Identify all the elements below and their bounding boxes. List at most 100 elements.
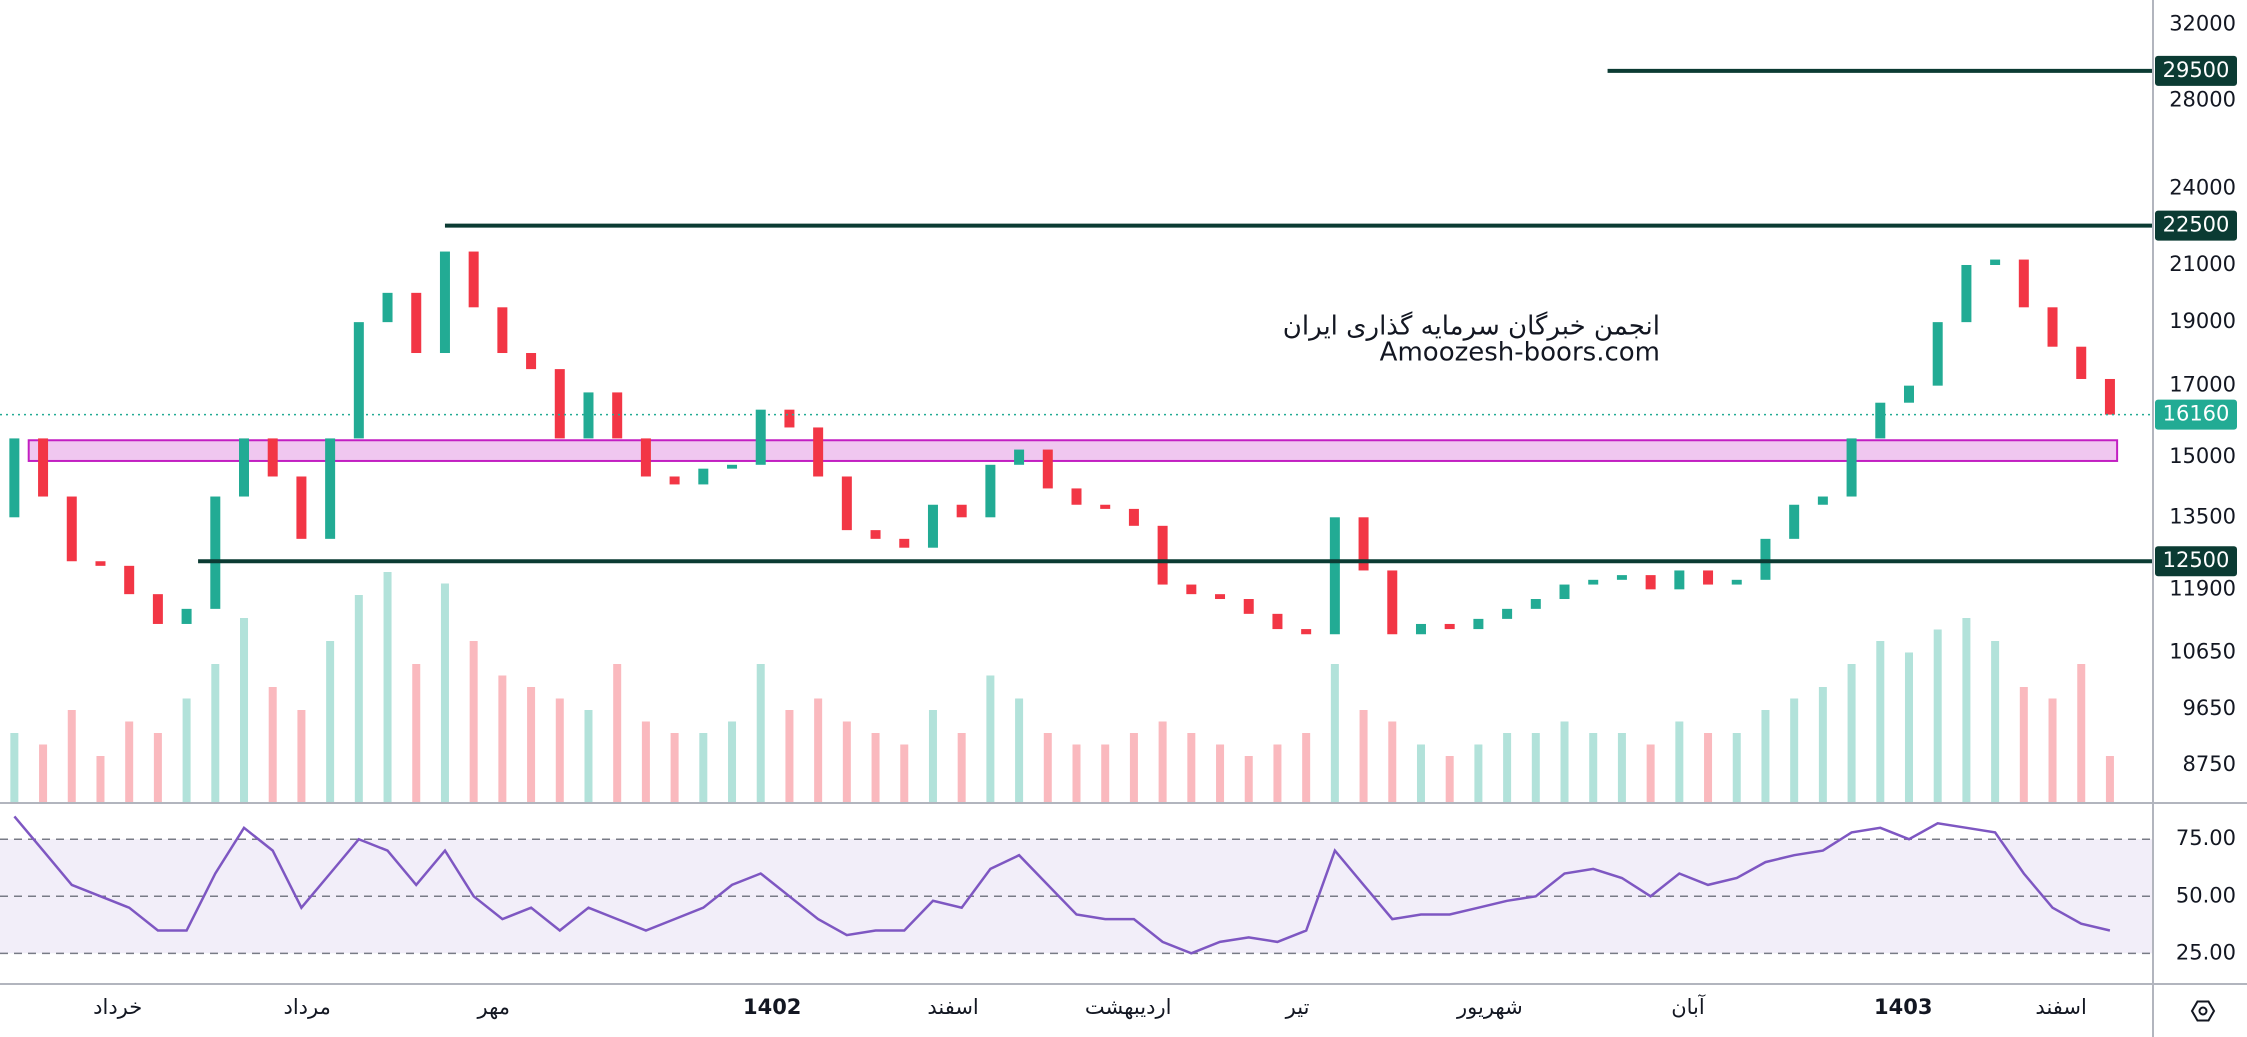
candle-body — [382, 292, 393, 323]
candle-body — [1272, 613, 1283, 630]
settings-hex[interactable] — [2190, 1000, 2216, 1022]
candle-body — [181, 608, 192, 624]
last-price-label: 16160 — [2163, 402, 2230, 426]
candle-body — [1846, 438, 1857, 497]
volume-bar — [67, 710, 76, 802]
candle-body — [66, 496, 77, 562]
y-tick-label: 28000 — [2169, 88, 2236, 112]
volume-bar — [354, 595, 363, 802]
candle-body — [2076, 346, 2087, 379]
x-tick-label: 1403 — [1874, 995, 1932, 1019]
volume-bar — [1646, 744, 1655, 802]
volume-bar — [1617, 733, 1626, 802]
candle-body — [325, 438, 336, 539]
volume-bar — [1503, 733, 1512, 802]
settings-icon[interactable] — [2190, 1000, 2216, 1022]
x-tick-label: تیر — [1285, 995, 1310, 1019]
rsi-tick-label: 50.00 — [2176, 883, 2236, 907]
candle-body — [1387, 570, 1398, 635]
candle-body — [669, 476, 680, 485]
y-tick-label: 19000 — [2169, 309, 2236, 333]
candle-body — [210, 496, 221, 609]
candle-body — [1789, 504, 1800, 539]
x-tick-label: خرداد — [93, 995, 142, 1019]
volume-bar — [1416, 744, 1425, 802]
candle-body — [9, 438, 20, 518]
x-tick-label: آبان — [1671, 994, 1706, 1019]
candle-body — [468, 251, 479, 308]
volume-bar — [1359, 710, 1368, 802]
candle-body — [353, 322, 364, 439]
candle-body — [1674, 570, 1685, 590]
candle-body — [841, 476, 852, 531]
candle-body — [1042, 449, 1053, 489]
y-tick-label: 9650 — [2183, 696, 2236, 720]
volume-bar — [96, 756, 105, 802]
volume-bar — [527, 687, 536, 802]
volume-bar — [1072, 744, 1081, 802]
candle-body — [526, 353, 537, 370]
candle-body — [1703, 570, 1714, 585]
candle-body — [1186, 584, 1197, 595]
candle-body — [612, 392, 623, 439]
settings-dot[interactable] — [2198, 1006, 2208, 1016]
candle-body — [95, 561, 106, 566]
volume-bar — [1330, 664, 1339, 802]
volume-bar — [182, 698, 191, 802]
candle-body — [1559, 584, 1570, 600]
volume-bar — [613, 664, 622, 802]
volume-bar — [900, 744, 909, 802]
volume-bar — [2019, 687, 2028, 802]
volume-bar — [1158, 721, 1167, 802]
candle-body — [1502, 608, 1513, 619]
candle-body — [1071, 488, 1082, 505]
volume-bar — [1531, 733, 1540, 802]
candle-body — [152, 594, 163, 624]
candle-body — [124, 565, 135, 595]
level-label: 29500 — [2163, 58, 2230, 82]
candle-body — [640, 438, 651, 477]
last-price-box — [2155, 399, 2237, 430]
candle-body — [1903, 385, 1914, 403]
volume-bar — [871, 733, 880, 802]
candle-body — [1817, 496, 1828, 505]
volume-bar — [498, 675, 507, 802]
candle-body — [1875, 402, 1886, 439]
y-tick-label: 15000 — [2169, 444, 2236, 468]
volume-bar — [2105, 756, 2114, 802]
y-tick-label: 11900 — [2169, 576, 2236, 600]
rsi-line — [13, 815, 2111, 955]
x-tick-label: مهر — [476, 995, 510, 1019]
volume-bar — [2077, 664, 2086, 802]
candle-body — [870, 530, 881, 539]
candle-body — [1588, 579, 1599, 585]
candle-body — [2018, 259, 2029, 308]
volume-bar — [125, 721, 134, 802]
candle-body — [1014, 449, 1025, 465]
volume-bar — [1761, 710, 1770, 802]
x-tick-label: 1402 — [743, 995, 801, 1019]
watermark: انجمن خبرگان سرمایه گذاری ایران — [1283, 311, 1660, 342]
volume-bar — [1560, 721, 1569, 802]
volume-bar — [1876, 641, 1885, 802]
volume-bar — [1101, 744, 1110, 802]
volume-bar — [1933, 629, 1942, 802]
volume-bar — [1302, 733, 1311, 802]
y-tick-label: 8750 — [2183, 752, 2236, 776]
candle-body — [1100, 504, 1111, 509]
volume-bar — [1129, 733, 1138, 802]
volume-bar — [1445, 756, 1454, 802]
candle-body — [899, 538, 910, 548]
volume-bar — [326, 641, 335, 802]
volume-bar — [728, 721, 737, 802]
candle-body — [1157, 525, 1168, 585]
volume-bar — [1991, 641, 2000, 802]
candle-body — [1616, 575, 1627, 580]
volume-bar — [383, 572, 392, 802]
volume-bar — [957, 733, 966, 802]
volume-bar — [1962, 618, 1971, 802]
volume-bar — [469, 641, 478, 802]
candle-body — [813, 427, 824, 477]
